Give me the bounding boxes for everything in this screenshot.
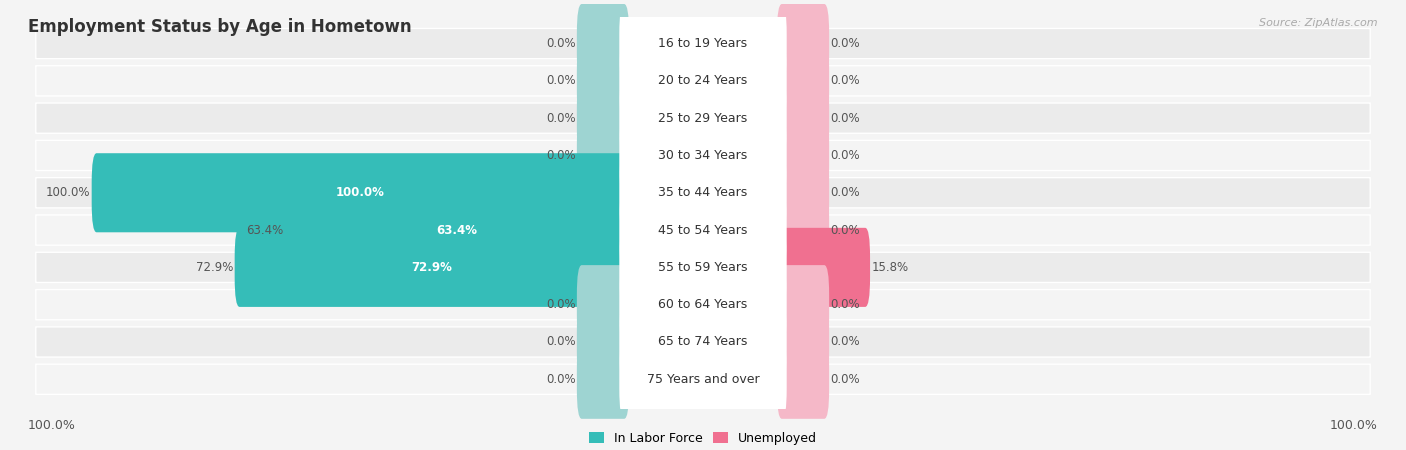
FancyBboxPatch shape [35,289,1371,320]
FancyBboxPatch shape [235,228,628,307]
Text: 25 to 29 Years: 25 to 29 Years [658,112,748,125]
FancyBboxPatch shape [35,215,1371,245]
FancyBboxPatch shape [619,265,787,344]
Text: 0.0%: 0.0% [546,74,575,87]
FancyBboxPatch shape [778,4,830,83]
Text: 55 to 59 Years: 55 to 59 Years [658,261,748,274]
Text: 63.4%: 63.4% [246,224,284,237]
FancyBboxPatch shape [576,265,628,344]
Text: Source: ZipAtlas.com: Source: ZipAtlas.com [1260,18,1378,28]
Legend: In Labor Force, Unemployed: In Labor Force, Unemployed [583,427,823,450]
Text: 0.0%: 0.0% [831,298,860,311]
FancyBboxPatch shape [576,116,628,195]
FancyBboxPatch shape [576,340,628,419]
FancyBboxPatch shape [778,153,830,232]
Text: 0.0%: 0.0% [831,224,860,237]
FancyBboxPatch shape [619,41,787,121]
FancyBboxPatch shape [35,66,1371,96]
FancyBboxPatch shape [778,302,830,382]
Text: 16 to 19 Years: 16 to 19 Years [658,37,748,50]
Text: 63.4%: 63.4% [436,224,478,237]
FancyBboxPatch shape [35,140,1371,171]
Text: 72.9%: 72.9% [412,261,453,274]
FancyBboxPatch shape [778,265,830,344]
Text: 0.0%: 0.0% [831,186,860,199]
Text: 100.0%: 100.0% [1330,419,1378,432]
Text: 72.9%: 72.9% [195,261,233,274]
FancyBboxPatch shape [778,116,830,195]
Text: 100.0%: 100.0% [28,419,76,432]
Text: 30 to 34 Years: 30 to 34 Years [658,149,748,162]
FancyBboxPatch shape [91,153,628,232]
Text: 0.0%: 0.0% [546,373,575,386]
FancyBboxPatch shape [619,79,787,158]
FancyBboxPatch shape [778,41,830,121]
FancyBboxPatch shape [35,28,1371,58]
FancyBboxPatch shape [576,41,628,121]
Text: 75 Years and over: 75 Years and over [647,373,759,386]
Text: 0.0%: 0.0% [831,373,860,386]
FancyBboxPatch shape [285,190,628,270]
FancyBboxPatch shape [619,4,787,83]
Text: 0.0%: 0.0% [831,74,860,87]
FancyBboxPatch shape [35,252,1371,283]
Text: 0.0%: 0.0% [546,149,575,162]
Text: 45 to 54 Years: 45 to 54 Years [658,224,748,237]
FancyBboxPatch shape [576,79,628,158]
Text: 35 to 44 Years: 35 to 44 Years [658,186,748,199]
Text: Employment Status by Age in Hometown: Employment Status by Age in Hometown [28,18,412,36]
Text: 65 to 74 Years: 65 to 74 Years [658,335,748,348]
FancyBboxPatch shape [576,4,628,83]
FancyBboxPatch shape [619,153,787,232]
FancyBboxPatch shape [778,190,830,270]
Text: 100.0%: 100.0% [336,186,385,199]
FancyBboxPatch shape [619,228,787,307]
FancyBboxPatch shape [619,190,787,270]
FancyBboxPatch shape [619,302,787,382]
Text: 15.8%: 15.8% [872,261,908,274]
FancyBboxPatch shape [35,327,1371,357]
Text: 0.0%: 0.0% [546,112,575,125]
Text: 0.0%: 0.0% [831,112,860,125]
Text: 0.0%: 0.0% [546,335,575,348]
FancyBboxPatch shape [778,228,870,307]
Text: 0.0%: 0.0% [831,335,860,348]
FancyBboxPatch shape [35,103,1371,133]
FancyBboxPatch shape [576,302,628,382]
Text: 100.0%: 100.0% [46,186,90,199]
FancyBboxPatch shape [35,178,1371,208]
FancyBboxPatch shape [619,116,787,195]
FancyBboxPatch shape [35,364,1371,394]
Text: 20 to 24 Years: 20 to 24 Years [658,74,748,87]
Text: 0.0%: 0.0% [831,149,860,162]
Text: 0.0%: 0.0% [831,37,860,50]
Text: 60 to 64 Years: 60 to 64 Years [658,298,748,311]
Text: 0.0%: 0.0% [546,37,575,50]
FancyBboxPatch shape [778,340,830,419]
Text: 0.0%: 0.0% [546,298,575,311]
FancyBboxPatch shape [619,340,787,419]
FancyBboxPatch shape [778,79,830,158]
